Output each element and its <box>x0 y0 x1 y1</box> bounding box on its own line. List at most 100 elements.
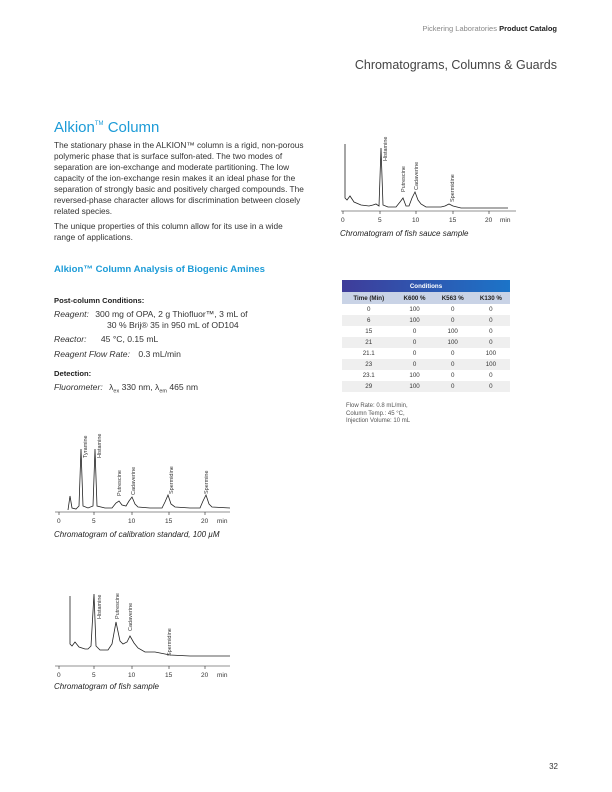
table-row: 0 100 0 0 <box>342 304 510 315</box>
table-cell: 0 <box>489 328 493 335</box>
peak-label: Putrescine <box>401 166 407 192</box>
reagent-value-1: 300 mg of OPA, 2 g Thiofluor™, 3 mL of <box>95 309 248 319</box>
column-header: K563 % <box>433 292 472 304</box>
title-name: Alkion <box>54 119 95 136</box>
title-trademark: TM <box>94 121 104 127</box>
reactor-label: Reactor: <box>54 334 87 344</box>
x-tick-label: 0 <box>57 672 61 679</box>
x-tick-label: 15 <box>165 518 173 525</box>
table-cell: 0 <box>471 315 510 326</box>
x-tick-label: 5 <box>378 217 382 224</box>
table-cell: 15 <box>365 328 373 335</box>
column-header: Time (Min) <box>342 292 396 304</box>
peak-label: Tyramine <box>83 435 89 458</box>
table-cell: 0 <box>450 350 455 357</box>
lambda-em-symbol: λ <box>155 382 160 392</box>
table-cell: 0 <box>395 359 434 370</box>
x-unit-label: min <box>217 518 228 525</box>
ex-value: 330 nm, <box>119 382 156 392</box>
table-cell: 100 <box>409 306 420 313</box>
catalog-name: Product Catalog <box>499 24 557 33</box>
table-cell: 0 <box>433 359 472 370</box>
fish-sauce-trace <box>344 144 508 209</box>
peak-label: Cadaverine <box>131 467 137 495</box>
table-row: 21.1 0 0 100 <box>342 348 510 359</box>
peak-label: Putrescine <box>117 470 123 496</box>
table-cell: 100 <box>395 381 434 392</box>
reagent-label: Reagent: <box>54 309 89 319</box>
calibration-chromatogram: 0 5 10 15 20 min Tyramine Histamine Putr… <box>55 434 231 525</box>
x-unit-label: min <box>217 672 228 679</box>
reactor-row: Reactor: 45 °C, 0.15 mL <box>54 334 158 344</box>
detection-heading: Detection: <box>54 369 92 378</box>
peak-label: Histamine <box>97 434 103 458</box>
reactor-value: 45 °C, 0.15 mL <box>100 334 159 344</box>
table-cell: 0 <box>367 306 371 313</box>
table-cell: 23 <box>342 359 396 370</box>
table-cell: 21 <box>342 337 396 348</box>
fish-chromatogram: 0 5 10 15 20 min Histamine Putrescine Ca… <box>55 593 230 679</box>
page-title: AlkionTM Column <box>54 119 159 136</box>
section-title: Chromatograms, Columns & Guards <box>354 58 557 72</box>
brand-name: Pickering Laboratories <box>422 24 497 33</box>
x-tick-label: 10 <box>412 217 420 224</box>
fish-caption: Chromatogram of fish sample <box>54 682 159 691</box>
flow-row: Reagent Flow Rate: 0.3 mL/min <box>54 349 181 359</box>
table-cell: 100 <box>485 350 497 357</box>
table-cell: 0 <box>412 328 417 335</box>
peak-label: Spermidine <box>450 174 456 202</box>
table-row: 21 0 100 0 <box>342 337 510 348</box>
fish-trace <box>69 593 230 657</box>
fish-sauce-chromatogram: 0 5 10 15 20 min Histamine Putrescine Ca… <box>341 137 516 224</box>
table-cell: 0 <box>433 381 472 392</box>
x-tick-label: 15 <box>165 672 173 679</box>
x-tick-label: 20 <box>201 518 209 525</box>
table-cell: 23.1 <box>362 372 375 379</box>
table-cell: 0 <box>450 372 455 379</box>
table-cell: 100 <box>409 372 420 379</box>
note-injection-volume: Injection Volume: 10 mL <box>346 418 411 424</box>
table-cell: 0 <box>489 306 493 313</box>
x-tick-label: 10 <box>128 672 136 679</box>
table-cell: 0 <box>450 306 455 313</box>
table-cell: 29 <box>342 381 396 392</box>
table-row: 6 100 0 0 <box>342 315 510 326</box>
x-tick-label: 20 <box>485 217 493 224</box>
peak-label: Putrescine <box>115 593 121 619</box>
peak-label: Cadaverine <box>128 603 134 631</box>
conditions-table: Conditions Time (Min) K600 % K563 % K130… <box>342 280 510 392</box>
lambda-ex-symbol: λ <box>109 382 114 392</box>
table-cell: 100 <box>395 315 434 326</box>
reagent-row: Reagent: 300 mg of OPA, 2 g Thiofluor™, … <box>54 309 248 319</box>
column-header: K130 % <box>471 292 510 304</box>
x-tick-label: 15 <box>449 217 457 224</box>
table-cell: 100 <box>433 337 472 348</box>
fluorometer-label: Fluorometer: <box>54 382 103 392</box>
peak-label: Histamine <box>97 595 103 619</box>
table-notes: Flow Rate: 0.8 mL/min, Column Temp.: 45 … <box>346 403 410 426</box>
peak-label: Spermidine <box>169 466 175 494</box>
flow-value: 0.3 mL/min <box>138 349 181 359</box>
x-tick-label: 0 <box>57 518 61 525</box>
table-cell: 0 <box>471 337 510 348</box>
peak-label: Cadaverine <box>414 162 420 190</box>
note-column-temp: Column Temp.: 45 °C, <box>346 410 405 417</box>
em-value: 465 nm <box>166 382 199 392</box>
page-number: 32 <box>549 762 558 771</box>
em-subscript: em <box>159 388 167 395</box>
postcolumn-heading: Post-column Conditions: <box>54 296 145 305</box>
analysis-heading: Alkion™ Column Analysis of Biogenic Amin… <box>54 264 265 275</box>
table-cell: 0 <box>489 372 493 379</box>
x-tick-label: 5 <box>92 518 96 525</box>
flow-label: Reagent Flow Rate: <box>54 349 130 359</box>
x-tick-label: 0 <box>341 217 345 224</box>
table-row: 23 0 0 100 <box>342 359 510 370</box>
table-cell: 6 <box>342 315 396 326</box>
table-caption: Conditions <box>342 280 510 292</box>
table-row: 29 100 0 0 <box>342 381 510 392</box>
table-cell: 100 <box>447 328 458 335</box>
fluorometer-row: Fluorometer: λex 330 nm, λem 465 nm <box>54 382 198 395</box>
calibration-trace <box>67 448 231 511</box>
x-tick-label: 5 <box>92 672 96 679</box>
table-row: 15 0 100 0 <box>342 326 510 337</box>
